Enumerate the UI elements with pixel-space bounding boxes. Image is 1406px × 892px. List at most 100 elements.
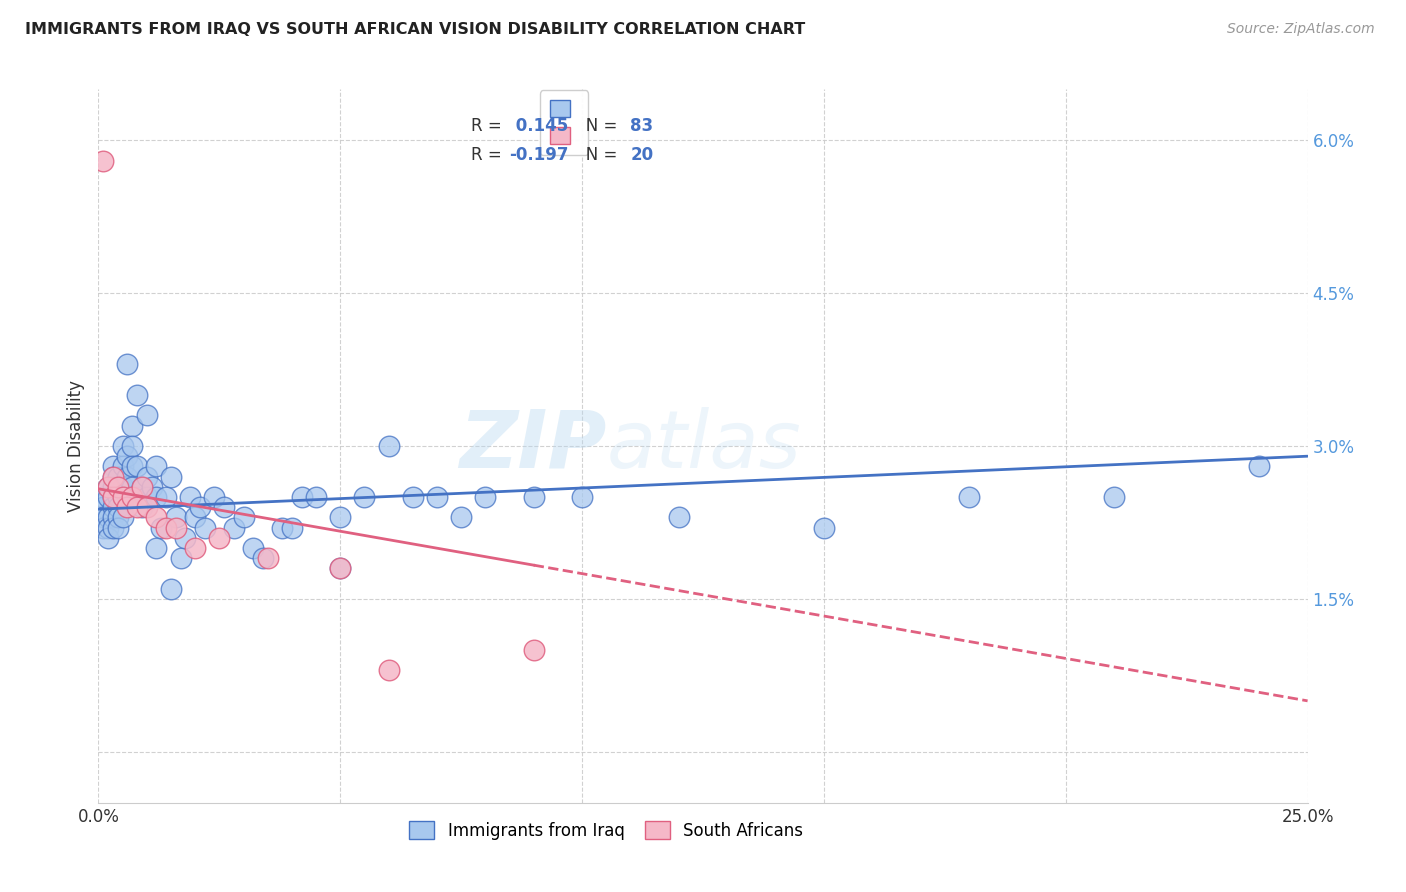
Point bbox=[127, 459, 149, 474]
Point bbox=[91, 510, 114, 524]
Point bbox=[242, 541, 264, 555]
Point bbox=[107, 469, 129, 483]
Point bbox=[107, 510, 129, 524]
Point bbox=[571, 490, 593, 504]
Point bbox=[121, 439, 143, 453]
Point bbox=[121, 418, 143, 433]
Point bbox=[97, 520, 120, 534]
Point bbox=[169, 551, 191, 566]
Point bbox=[117, 358, 139, 372]
Point bbox=[117, 449, 139, 463]
Point bbox=[131, 480, 153, 494]
Point bbox=[101, 459, 124, 474]
Text: R =: R = bbox=[471, 146, 506, 164]
Point bbox=[222, 520, 245, 534]
Point bbox=[107, 490, 129, 504]
Point bbox=[450, 510, 472, 524]
Point bbox=[188, 500, 211, 515]
Point bbox=[194, 520, 217, 534]
Point bbox=[377, 439, 399, 453]
Point bbox=[252, 551, 274, 566]
Point bbox=[135, 500, 157, 515]
Point bbox=[101, 469, 124, 483]
Point bbox=[97, 480, 120, 494]
Point bbox=[91, 153, 114, 168]
Text: 83: 83 bbox=[630, 117, 654, 135]
Point bbox=[1249, 459, 1271, 474]
Point bbox=[160, 582, 183, 596]
Point bbox=[145, 490, 167, 504]
Point bbox=[155, 520, 177, 534]
Point bbox=[329, 561, 352, 575]
Text: 0.145: 0.145 bbox=[509, 117, 568, 135]
Point bbox=[281, 520, 304, 534]
Point bbox=[135, 490, 157, 504]
Point bbox=[101, 469, 124, 483]
Point bbox=[127, 490, 149, 504]
Point bbox=[377, 663, 399, 677]
Point bbox=[813, 520, 835, 534]
Point bbox=[329, 561, 352, 575]
Point bbox=[232, 510, 254, 524]
Point bbox=[111, 510, 134, 524]
Point bbox=[97, 490, 120, 504]
Point bbox=[91, 500, 114, 515]
Point bbox=[165, 520, 187, 534]
Point bbox=[957, 490, 980, 504]
Point bbox=[107, 480, 129, 494]
Point bbox=[184, 510, 207, 524]
Point bbox=[101, 490, 124, 504]
Point bbox=[204, 490, 226, 504]
Legend: Immigrants from Iraq, South Africans: Immigrants from Iraq, South Africans bbox=[401, 814, 811, 848]
Point bbox=[131, 480, 153, 494]
Point bbox=[107, 480, 129, 494]
Point bbox=[121, 459, 143, 474]
Y-axis label: Vision Disability: Vision Disability bbox=[66, 380, 84, 512]
Point bbox=[184, 541, 207, 555]
Point bbox=[111, 459, 134, 474]
Point bbox=[668, 510, 690, 524]
Point bbox=[111, 490, 134, 504]
Point bbox=[121, 480, 143, 494]
Point bbox=[179, 490, 201, 504]
Point bbox=[117, 469, 139, 483]
Point bbox=[101, 520, 124, 534]
Text: 20: 20 bbox=[630, 146, 654, 164]
Point bbox=[290, 490, 312, 504]
Point bbox=[117, 500, 139, 515]
Point bbox=[91, 490, 114, 504]
Point bbox=[523, 490, 546, 504]
Point bbox=[127, 500, 149, 515]
Point bbox=[212, 500, 235, 515]
Point bbox=[155, 490, 177, 504]
Point bbox=[135, 409, 157, 423]
Point bbox=[145, 541, 167, 555]
Point bbox=[150, 520, 173, 534]
Point bbox=[127, 388, 149, 402]
Point bbox=[91, 520, 114, 534]
Point bbox=[271, 520, 294, 534]
Point bbox=[111, 439, 134, 453]
Point bbox=[97, 510, 120, 524]
Point bbox=[97, 480, 120, 494]
Point bbox=[256, 551, 278, 566]
Point bbox=[474, 490, 496, 504]
Point bbox=[305, 490, 328, 504]
Point bbox=[107, 520, 129, 534]
Point bbox=[101, 510, 124, 524]
Point bbox=[174, 531, 197, 545]
Point bbox=[107, 500, 129, 515]
Point bbox=[135, 469, 157, 483]
Point bbox=[101, 490, 124, 504]
Text: -0.197: -0.197 bbox=[509, 146, 569, 164]
Point bbox=[165, 510, 187, 524]
Point bbox=[426, 490, 449, 504]
Point bbox=[141, 480, 163, 494]
Point bbox=[101, 480, 124, 494]
Point bbox=[523, 643, 546, 657]
Text: Source: ZipAtlas.com: Source: ZipAtlas.com bbox=[1227, 22, 1375, 37]
Text: atlas: atlas bbox=[606, 407, 801, 485]
Point bbox=[131, 500, 153, 515]
Point bbox=[329, 510, 352, 524]
Text: N =: N = bbox=[569, 146, 623, 164]
